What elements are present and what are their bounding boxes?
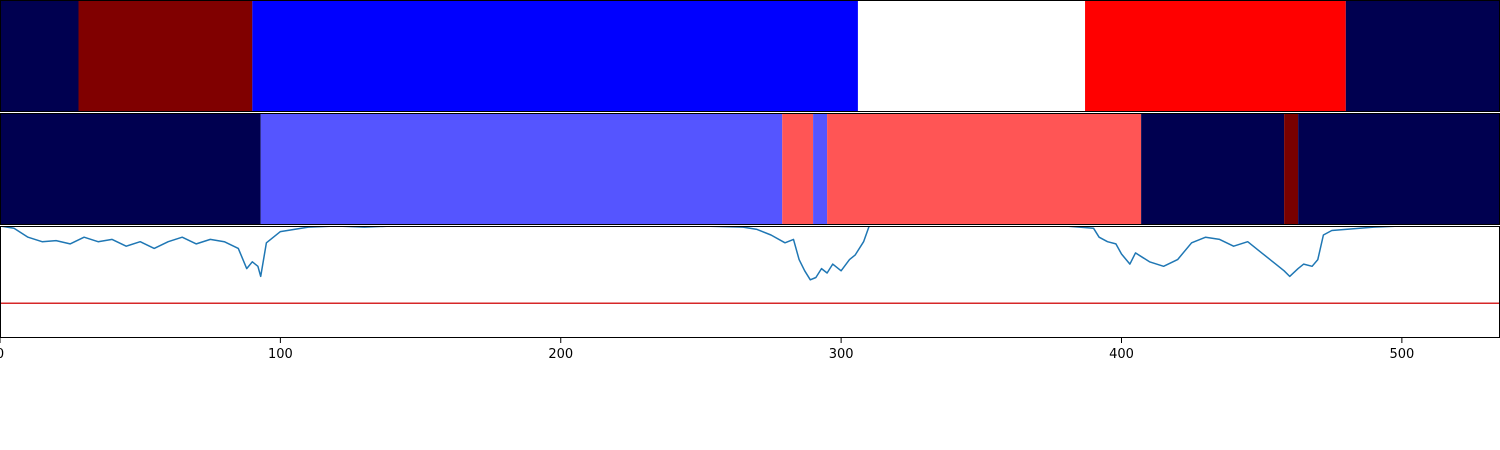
band-row-1 — [0, 0, 1500, 112]
series-line — [0, 226, 1500, 281]
x-axis: 0 100 200 300 400 500 — [0, 338, 1414, 362]
band-segment — [0, 113, 261, 225]
band-segment — [78, 0, 253, 112]
band-segment — [827, 113, 1142, 225]
band-segment — [1085, 0, 1346, 112]
band-row-2 — [0, 113, 1500, 225]
line-panel-frame — [0, 226, 1500, 338]
band-segment — [1284, 113, 1299, 225]
x-tick-label: 0 — [0, 347, 4, 362]
x-tick-label: 300 — [829, 347, 854, 362]
band-segment — [782, 113, 814, 225]
x-tick-label: 400 — [1109, 347, 1134, 362]
x-tick-label: 100 — [268, 347, 293, 362]
line-panel — [0, 226, 1500, 338]
band-segment — [252, 0, 858, 112]
band-segment — [0, 0, 79, 112]
band-segment — [813, 113, 828, 225]
band-rows — [0, 0, 1500, 225]
band-segment — [857, 0, 1086, 112]
band-segment — [1141, 113, 1285, 225]
band-segment — [1298, 113, 1500, 225]
x-tick-label: 200 — [548, 347, 573, 362]
band-segment — [260, 113, 783, 225]
line-panel-plot — [0, 226, 1500, 305]
x-tick-label: 500 — [1389, 347, 1414, 362]
band-segment — [1345, 0, 1500, 112]
